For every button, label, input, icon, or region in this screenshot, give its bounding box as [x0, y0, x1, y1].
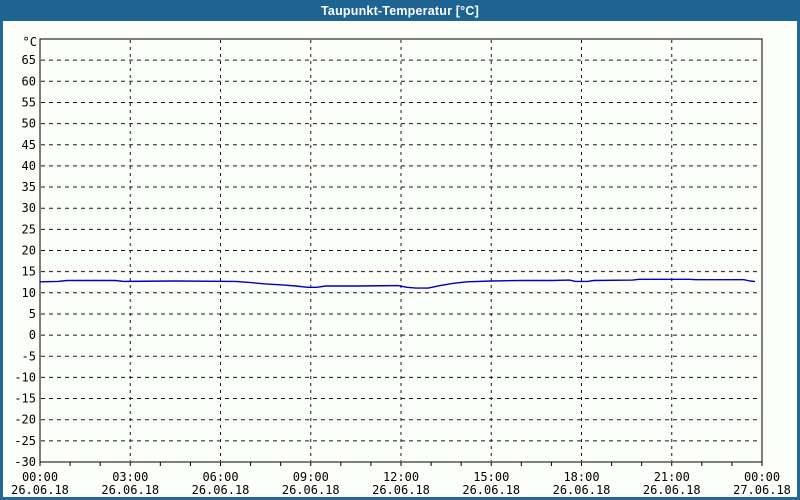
x-tick-time-label: 21:00 — [654, 470, 690, 484]
y-axis-unit-label: °C — [23, 35, 37, 49]
x-tick-date-label: 27.06.18 — [733, 483, 791, 497]
y-tick-label: 40 — [22, 159, 36, 173]
x-tick-date-label: 26.06.18 — [101, 483, 159, 497]
x-tick-date-label: 26.06.18 — [643, 483, 701, 497]
window-titlebar: Taupunkt-Temperatur [°C] — [0, 0, 800, 21]
x-tick-time-label: 15:00 — [473, 470, 509, 484]
x-tick-time-label: 00:00 — [744, 470, 780, 484]
window-border-right — [797, 21, 800, 500]
y-tick-label: 20 — [22, 244, 36, 258]
y-tick-label: -25 — [14, 434, 36, 448]
y-tick-label: 65 — [22, 53, 36, 67]
window-title: Taupunkt-Temperatur [°C] — [321, 3, 479, 18]
x-tick-time-label: 06:00 — [202, 470, 238, 484]
x-tick-date-label: 26.06.18 — [372, 483, 430, 497]
x-tick-time-label: 00:00 — [22, 470, 58, 484]
y-tick-label: 60 — [22, 74, 36, 88]
y-tick-label: 55 — [22, 95, 36, 109]
y-tick-label: 35 — [22, 180, 36, 194]
y-tick-label: 45 — [22, 138, 36, 152]
x-tick-date-label: 26.06.18 — [11, 483, 69, 497]
y-tick-label: 15 — [22, 265, 36, 279]
y-tick-label: -5 — [22, 349, 36, 363]
x-tick-date-label: 26.06.18 — [553, 483, 611, 497]
y-tick-label: 10 — [22, 286, 36, 300]
series-line — [39, 278, 756, 289]
x-tick-time-label: 12:00 — [383, 470, 419, 484]
x-tick-time-label: 09:00 — [293, 470, 329, 484]
y-tick-label: 30 — [22, 201, 36, 215]
y-tick-label: 5 — [29, 307, 36, 321]
y-tick-label: -20 — [14, 413, 36, 427]
y-tick-label: 25 — [22, 222, 36, 236]
y-tick-label: 50 — [22, 117, 36, 131]
y-tick-label: -15 — [14, 392, 36, 406]
x-tick-date-label: 26.06.18 — [192, 483, 250, 497]
window-border-left — [0, 21, 3, 500]
y-tick-label: -10 — [14, 370, 36, 384]
x-tick-time-label: 18:00 — [563, 470, 599, 484]
x-tick-date-label: 26.06.18 — [282, 483, 340, 497]
window-border-bottom — [0, 497, 800, 500]
y-tick-label: 0 — [29, 328, 36, 342]
x-tick-time-label: 03:00 — [112, 470, 148, 484]
x-tick-date-label: 26.06.18 — [462, 483, 520, 497]
y-tick-label: -30 — [14, 455, 36, 469]
